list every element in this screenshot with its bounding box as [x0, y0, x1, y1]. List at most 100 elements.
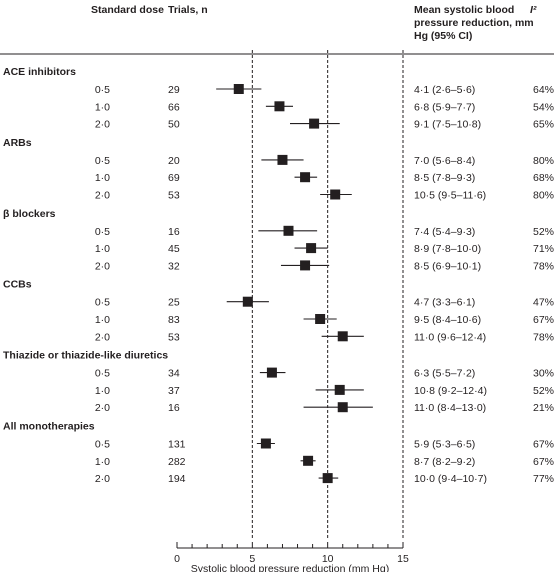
dose-label: 2·0 [95, 190, 110, 202]
i2-value: 64% [533, 84, 554, 96]
trials-count: 50 [168, 119, 180, 131]
trials-count: 32 [168, 260, 180, 272]
dose-label: 0·5 [95, 439, 110, 451]
i2-value: 47% [533, 297, 554, 309]
trials-count: 69 [168, 172, 180, 184]
trials-count: 16 [168, 402, 180, 414]
x-tick-label: 0 [174, 553, 180, 565]
point-estimate [260, 438, 271, 449]
i2-value: 54% [533, 101, 554, 113]
point-estimate [330, 189, 341, 200]
trials-count: 25 [168, 297, 180, 309]
i2-value: 67% [533, 456, 554, 468]
point-estimate [266, 367, 277, 378]
point-estimate [277, 154, 288, 165]
x-tick-label: 10 [322, 553, 334, 565]
header-trials: Trials, n [168, 4, 208, 16]
trials-count: 20 [168, 155, 180, 167]
trials-count: 45 [168, 243, 180, 255]
point-estimate [303, 455, 314, 466]
dose-label: 2·0 [95, 119, 110, 131]
point-estimate [300, 172, 311, 183]
dose-label: 1·0 [95, 314, 110, 326]
effect-label: 7·4 (5·4–9·3) [414, 226, 475, 238]
header-i2: I² [530, 4, 537, 16]
effect-label: 10·5 (9·5–11·6) [414, 190, 486, 202]
point-estimate [242, 296, 253, 307]
point-estimate [306, 243, 317, 254]
i2-value: 68% [533, 172, 554, 184]
dose-label: 1·0 [95, 101, 110, 113]
effect-label: 6·3 (5·5–7·2) [414, 368, 475, 380]
i2-value: 30% [533, 368, 554, 380]
effect-label: 11·0 (8·4–13·0) [414, 402, 486, 414]
x-axis-title: Systolic blood pressure reduction (mm Hg… [191, 563, 389, 572]
i2-value: 52% [533, 226, 554, 238]
point-estimate [309, 118, 320, 129]
i2-value: 80% [533, 190, 554, 202]
effect-label: 8·5 (6·9–10·1) [414, 260, 481, 272]
effect-label: 4·1 (2·6–5·6) [414, 84, 475, 96]
i2-value: 52% [533, 385, 554, 397]
group-label: CCBs [3, 279, 32, 291]
point-estimate [233, 84, 244, 94]
i2-value: 78% [533, 331, 554, 343]
trials-count: 53 [168, 190, 180, 202]
i2-value: 77% [533, 473, 554, 485]
i2-value: 21% [533, 402, 554, 414]
dose-label: 1·0 [95, 243, 110, 255]
i2-value: 78% [533, 260, 554, 272]
dose-label: 0·5 [95, 84, 110, 96]
dose-label: 1·0 [95, 385, 110, 397]
point-estimate [274, 101, 285, 112]
x-tick-label: 5 [249, 553, 255, 565]
x-tick-label: 15 [397, 553, 409, 565]
header-standard-dose: Standard dose [91, 4, 164, 16]
trials-count: 282 [168, 456, 186, 468]
group-label: ARBs [3, 137, 32, 149]
dose-label: 2·0 [95, 331, 110, 343]
i2-value: 65% [533, 119, 554, 131]
point-estimate [334, 384, 345, 395]
dose-label: 0·5 [95, 155, 110, 167]
dose-label: 0·5 [95, 297, 110, 309]
group-label: β blockers [3, 208, 56, 220]
header-mean-reduction: Mean systolic blood pressure reduction, … [414, 4, 534, 42]
point-estimate [283, 225, 294, 236]
dose-label: 2·0 [95, 473, 110, 485]
point-estimate [315, 314, 326, 324]
dose-label: 2·0 [95, 260, 110, 272]
effect-label: 9·1 (7·5–10·8) [414, 119, 481, 131]
trials-count: 194 [168, 473, 186, 485]
trials-count: 37 [168, 385, 180, 397]
effect-label: 9·5 (8·4–10·6) [414, 314, 481, 326]
effect-label: 7·0 (5·6–8·4) [414, 155, 475, 167]
dose-label: 1·0 [95, 456, 110, 468]
dose-label: 0·5 [95, 368, 110, 380]
trials-count: 34 [168, 368, 180, 380]
i2-value: 67% [533, 439, 554, 451]
i2-value: 71% [533, 243, 554, 255]
effect-label: 8·5 (7·8–9·3) [414, 172, 475, 184]
i2-value: 80% [533, 155, 554, 167]
effect-label: 10·0 (9·4–10·7) [414, 473, 487, 485]
point-estimate [322, 473, 333, 484]
point-estimate [337, 402, 348, 413]
group-label: ACE inhibitors [3, 66, 76, 78]
trials-count: 16 [168, 226, 180, 238]
trials-count: 83 [168, 314, 180, 326]
dose-label: 1·0 [95, 172, 110, 184]
dose-label: 0·5 [95, 226, 110, 238]
effect-label: 6·8 (5·9–7·7) [414, 101, 475, 113]
effect-label: 8·9 (7·8–10·0) [414, 243, 481, 255]
i2-value: 67% [533, 314, 554, 326]
point-estimate [337, 331, 348, 342]
trials-count: 66 [168, 101, 180, 113]
effect-label: 4·7 (3·3–6·1) [414, 297, 475, 309]
effect-label: 11·0 (9·6–12·4) [414, 331, 486, 343]
trials-count: 131 [168, 439, 186, 451]
effect-label: 10·8 (9·2–12·4) [414, 385, 487, 397]
group-label: Thiazide or thiazide-like diuretics [3, 350, 168, 362]
dose-label: 2·0 [95, 402, 110, 414]
